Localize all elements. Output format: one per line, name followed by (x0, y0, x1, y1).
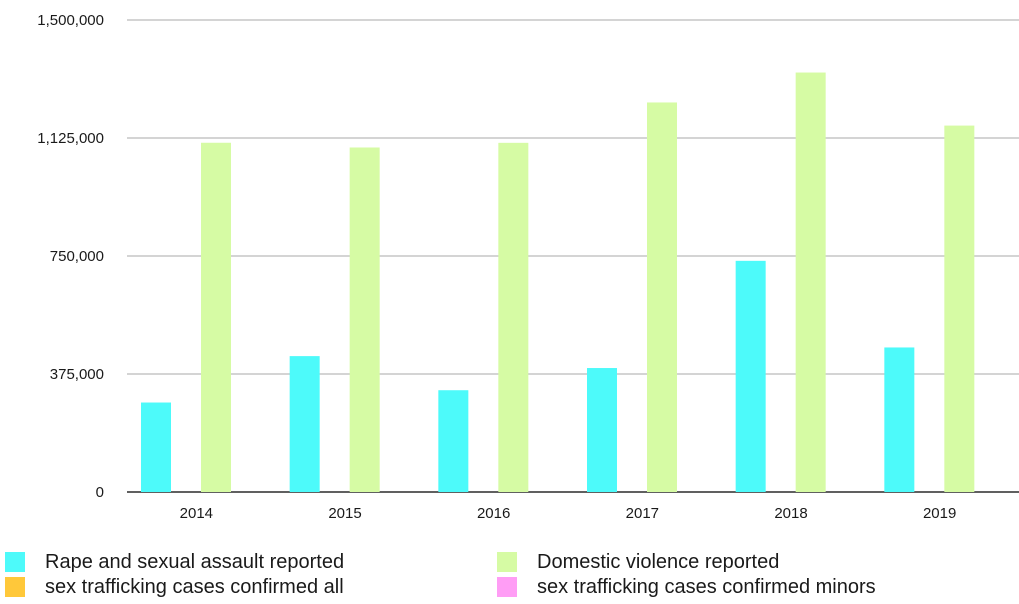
legend-label: sex trafficking cases confirmed all (45, 575, 344, 598)
x-tick-label: 2019 (923, 505, 956, 522)
legend-swatch (5, 552, 25, 572)
legend-item-domestic-violence: Domestic violence reported (497, 550, 779, 574)
x-tick-label: 2018 (774, 505, 807, 522)
bar-domestic-violence-reported-2014 (201, 142, 231, 493)
bar-rape-and-sexual-assault-reported-2018 (735, 260, 766, 492)
bar-domestic-violence-reported-2019 (944, 125, 975, 493)
legend-label: Domestic violence reported (537, 550, 780, 573)
y-tick-label: 1,125,000 (37, 130, 104, 147)
legend-swatch (497, 552, 517, 572)
bar-rape-and-sexual-assault-reported-2019 (884, 347, 915, 492)
x-tick-label: 2015 (328, 505, 361, 522)
gridlines (127, 19, 1019, 493)
legend-item-trafficking-all: sex trafficking cases confirmed all (5, 575, 344, 599)
bar-domestic-violence-reported-2018 (795, 72, 826, 492)
y-tick-label: 750,000 (50, 248, 104, 265)
bars (141, 72, 975, 493)
y-tick-label: 1,500,000 (37, 12, 104, 29)
x-axis-ticks: 2014 2015 2016 2017 2018 2019 (180, 505, 957, 522)
y-tick-label: 0 (96, 484, 104, 501)
legend-swatch (5, 577, 25, 597)
y-axis-ticks: 0 375,000 750,000 1,125,000 1,500,000 (37, 12, 104, 501)
bar-rape-and-sexual-assault-reported-2015 (289, 356, 320, 492)
bar-rape-and-sexual-assault-reported-2017 (587, 368, 617, 492)
x-tick-label: 2017 (626, 505, 659, 522)
y-tick-label: 375,000 (50, 366, 104, 383)
legend-item-trafficking-minors: sex trafficking cases confirmed minors (497, 575, 876, 599)
x-tick-label: 2014 (180, 505, 213, 522)
legend-item-rape-assault: Rape and sexual assault reported (5, 550, 344, 574)
bar-domestic-violence-reported-2015 (349, 147, 380, 493)
bar-domestic-violence-reported-2017 (647, 102, 677, 492)
legend-swatch (497, 577, 517, 597)
bar-rape-and-sexual-assault-reported-2016 (438, 390, 469, 492)
legend-label: Rape and sexual assault reported (45, 550, 345, 573)
x-tick-label: 2016 (477, 505, 510, 522)
bar-domestic-violence-reported-2016 (498, 142, 529, 492)
bar-rape-and-sexual-assault-reported-2014 (141, 402, 171, 492)
legend-label: sex trafficking cases confirmed minors (537, 575, 876, 598)
legend: Rape and sexual assault reported Domesti… (0, 545, 1019, 604)
